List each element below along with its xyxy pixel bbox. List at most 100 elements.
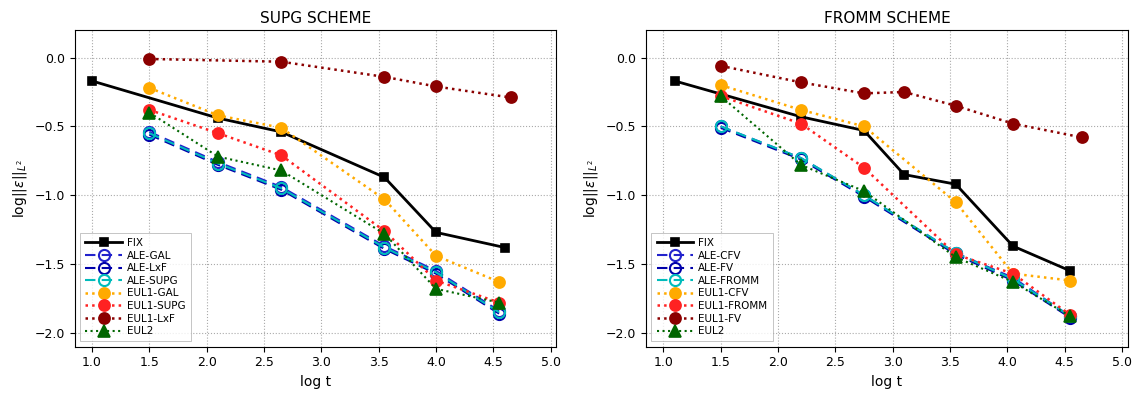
- EUL1-CFV: [857, 124, 871, 129]
- EUL2: [275, 168, 288, 173]
- EUL2: [1007, 280, 1020, 284]
- EUL1-FV: [948, 103, 962, 108]
- ALE-FV: [714, 125, 728, 130]
- ALE-FROMM: [794, 156, 808, 160]
- Line: FIX: FIX: [88, 77, 509, 252]
- EUL1-FV: [897, 90, 911, 94]
- ALE-CFV: [948, 251, 962, 256]
- ALE-FROMM: [1007, 277, 1020, 282]
- FIX: [857, 128, 871, 133]
- EUL2: [492, 300, 506, 305]
- ALE-CFV: [1007, 275, 1020, 280]
- EUL1-SUPG: [275, 153, 288, 158]
- ALE-SUPG: [378, 245, 391, 250]
- ALE-CFV: [1064, 314, 1078, 319]
- EUL1-CFV: [948, 200, 962, 204]
- EUL1-CFV: [1007, 271, 1020, 276]
- FIX: [429, 230, 443, 235]
- FIX: [275, 130, 288, 134]
- EUL1-GAL: [492, 280, 506, 284]
- ALE-SUPG: [275, 186, 288, 191]
- Line: EUL1-CFV: EUL1-CFV: [715, 80, 1075, 286]
- ALE-FROMM: [948, 251, 962, 256]
- EUL2: [1064, 314, 1078, 319]
- Legend: FIX, ALE-GAL, ALE-LxF, ALE-SUPG, EUL1-GAL, EUL1-SUPG, EUL1-LxF, EUL2: FIX, ALE-GAL, ALE-LxF, ALE-SUPG, EUL1-GA…: [80, 233, 191, 342]
- ALE-CFV: [714, 124, 728, 129]
- ALE-LxF: [429, 271, 443, 276]
- EUL1-GAL: [212, 113, 225, 118]
- Line: EUL2: EUL2: [715, 90, 1075, 322]
- Line: ALE-FROMM: ALE-FROMM: [715, 121, 1075, 322]
- Title: FROMM SCHEME: FROMM SCHEME: [824, 11, 951, 26]
- Line: EUL1-FV: EUL1-FV: [715, 60, 1088, 143]
- EUL1-SUPG: [143, 108, 157, 112]
- EUL2: [857, 189, 871, 194]
- EUL1-CFV: [714, 83, 728, 88]
- EUL1-LxF: [143, 56, 157, 61]
- EUL1-CFV: [794, 108, 808, 112]
- EUL2: [143, 110, 157, 115]
- EUL1-FV: [1007, 121, 1020, 126]
- EUL1-GAL: [275, 125, 288, 130]
- ALE-LxF: [275, 187, 288, 192]
- EUL1-FV: [714, 64, 728, 68]
- ALE-LxF: [378, 246, 391, 251]
- EUL1-SUPG: [378, 228, 391, 233]
- X-axis label: log t: log t: [872, 375, 903, 389]
- EUL2: [212, 154, 225, 159]
- EUL2: [378, 231, 391, 236]
- EUL2: [429, 286, 443, 291]
- Line: FIX: FIX: [670, 77, 1074, 275]
- FIX: [794, 114, 808, 119]
- EUL1-CFV: [1064, 278, 1078, 283]
- EUL1-FROMM: [794, 121, 808, 126]
- X-axis label: log t: log t: [300, 375, 332, 389]
- Line: ALE-GAL: ALE-GAL: [144, 126, 505, 316]
- EUL2: [794, 162, 808, 167]
- EUL1-LxF: [378, 74, 391, 79]
- EUL1-GAL: [143, 86, 157, 90]
- ALE-GAL: [378, 244, 391, 248]
- Line: ALE-LxF: ALE-LxF: [144, 129, 505, 319]
- ALE-FV: [857, 194, 871, 199]
- Line: EUL1-LxF: EUL1-LxF: [144, 54, 516, 103]
- Y-axis label: $\log||\varepsilon||_{L^2}$: $\log||\varepsilon||_{L^2}$: [582, 159, 601, 218]
- ALE-GAL: [429, 268, 443, 273]
- EUL1-GAL: [378, 197, 391, 202]
- EUL1-FROMM: [1007, 271, 1020, 276]
- FIX: [85, 78, 98, 83]
- ALE-SUPG: [143, 131, 157, 136]
- EUL1-FV: [794, 80, 808, 85]
- Line: EUL1-SUPG: EUL1-SUPG: [144, 104, 505, 308]
- Line: EUL2: EUL2: [144, 107, 505, 308]
- EUL1-FV: [857, 91, 871, 96]
- EUL1-SUPG: [492, 300, 506, 305]
- ALE-FV: [1064, 315, 1078, 320]
- EUL1-FROMM: [1064, 312, 1078, 317]
- EUL1-SUPG: [212, 131, 225, 136]
- ALE-SUPG: [429, 270, 443, 275]
- ALE-LxF: [492, 311, 506, 316]
- EUL1-LxF: [429, 84, 443, 89]
- Line: ALE-SUPG: ALE-SUPG: [144, 128, 505, 318]
- Line: ALE-FV: ALE-FV: [715, 122, 1075, 323]
- EUL1-GAL: [429, 253, 443, 258]
- Title: SUPG SCHEME: SUPG SCHEME: [260, 11, 372, 26]
- EUL1-FROMM: [948, 252, 962, 257]
- ALE-LxF: [212, 162, 225, 167]
- ALE-FROMM: [1064, 314, 1078, 319]
- ALE-LxF: [143, 132, 157, 137]
- FIX: [378, 175, 391, 180]
- EUL2: [714, 94, 728, 98]
- EUL1-FROMM: [857, 165, 871, 170]
- ALE-FROMM: [857, 193, 871, 198]
- EUL1-LxF: [275, 59, 288, 64]
- ALE-GAL: [492, 308, 506, 313]
- ALE-CFV: [794, 156, 808, 160]
- FIX: [897, 172, 911, 177]
- ALE-FV: [948, 252, 962, 257]
- EUL2: [948, 255, 962, 260]
- ALE-CFV: [857, 193, 871, 198]
- Legend: FIX, ALE-CFV, ALE-FV, ALE-FROMM, EUL1-CFV, EUL1-FROMM, EUL1-FV, EUL2: FIX, ALE-CFV, ALE-FV, ALE-FROMM, EUL1-CF…: [651, 233, 772, 342]
- ALE-FROMM: [714, 124, 728, 129]
